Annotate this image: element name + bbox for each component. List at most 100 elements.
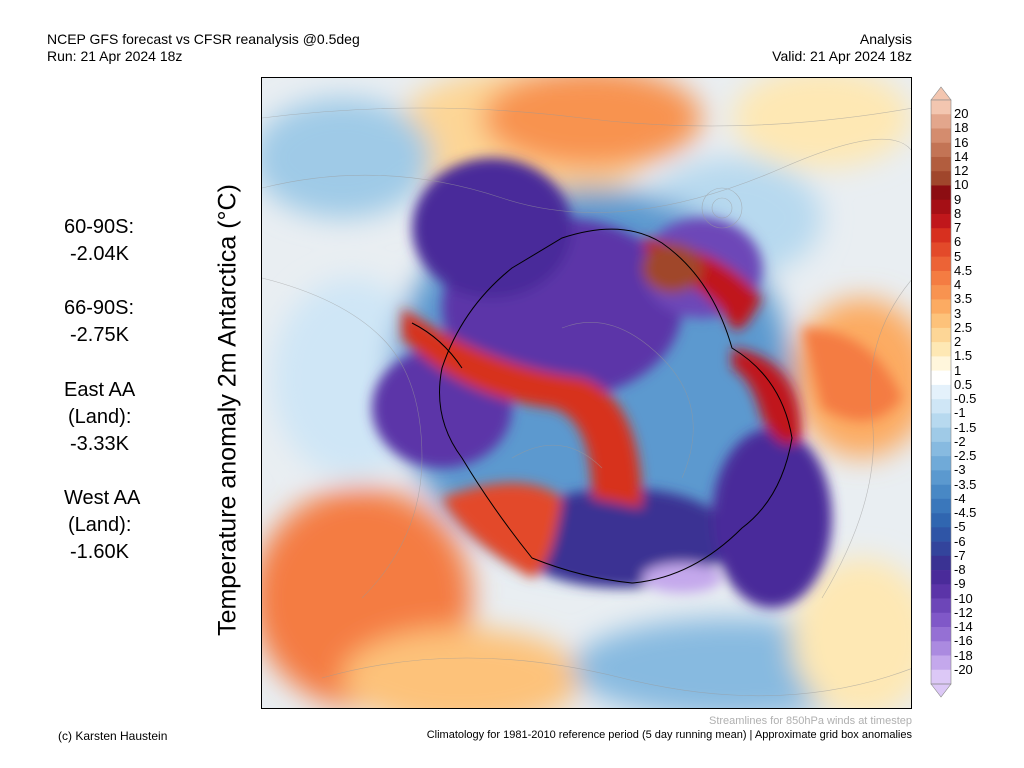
chart-title: NCEP GFS forecast vs CFSR reanalysis @0.… — [47, 31, 360, 65]
colorbar-tick-label: -2.5 — [954, 448, 977, 464]
colorbar-swatch — [931, 100, 951, 115]
stat-66-90s: 66-90S: -2.75K — [64, 295, 134, 349]
colorbar-tick-label: 2.5 — [954, 319, 973, 335]
colorbar-swatch — [931, 413, 951, 428]
colorbar-swatch — [931, 270, 951, 286]
colorbar-tick-label: 0.5 — [954, 376, 973, 392]
colorbar-swatch — [931, 513, 951, 528]
colorbar-swatch — [931, 655, 951, 671]
colorbar-tick-label: 16 — [954, 134, 969, 150]
colorbar-swatch — [931, 242, 951, 257]
colorbar-swatch — [931, 555, 951, 571]
colorbar-swatch — [931, 584, 951, 599]
colorbar-swatch — [931, 456, 951, 471]
anomaly-map — [261, 77, 912, 709]
title-line-2: Run: 21 Apr 2024 18z — [47, 48, 183, 64]
colorbar-tick-label: 18 — [954, 120, 969, 136]
colorbar-tick-label: 20 — [954, 106, 969, 122]
colorbar-tick-label: -1.5 — [954, 419, 977, 435]
colorbar-swatch — [931, 142, 951, 158]
colorbar-swatch — [931, 327, 951, 343]
colorbar-tick-label: 3.5 — [954, 291, 973, 307]
colorbar-tick-label: -5 — [954, 519, 966, 535]
stat-value: -2.75K — [70, 324, 129, 346]
stat-label-2: (Land): — [68, 406, 132, 428]
colorbar-swatch — [931, 570, 951, 585]
colorbar-tick-label: -1 — [954, 405, 966, 421]
stat-label: West AA — [64, 487, 141, 509]
anomaly-map-svg — [262, 78, 911, 708]
colorbar-swatch — [931, 641, 951, 656]
valid-label: Valid: 21 Apr 2024 18z — [772, 48, 912, 64]
colorbar-swatch — [931, 342, 951, 357]
colorbar-tick-label: 5 — [954, 248, 962, 264]
colorbar-swatch — [931, 612, 951, 628]
colorbar-swatch — [931, 313, 951, 329]
colorbar-tick-label: -20 — [954, 661, 973, 677]
stat-label: 60-90S: — [64, 216, 135, 238]
stat-east-aa: East AA (Land): -3.33K — [64, 377, 135, 458]
colorbar-swatch — [931, 185, 951, 201]
colorbar-swatch — [931, 299, 951, 314]
colorbar-tick-label: 7 — [954, 220, 962, 236]
title-line-1: NCEP GFS forecast vs CFSR reanalysis @0.… — [47, 31, 360, 47]
stat-west-aa: West AA (Land): -1.60K — [64, 485, 140, 566]
colorbar-tick-label: 9 — [954, 191, 962, 207]
colorbar-swatch — [931, 256, 951, 272]
colorbar-tick-label: -14 — [954, 619, 973, 635]
colorbar-tick-label: -8 — [954, 562, 966, 578]
colorbar-swatch — [931, 128, 951, 144]
colorbar-tick-label: 1.5 — [954, 348, 973, 364]
colorbar-swatch — [931, 156, 951, 172]
colorbar-tick-label: -12 — [954, 604, 973, 620]
colorbar-tick-label: -10 — [954, 590, 973, 606]
colorbar-tick-label: -4 — [954, 490, 966, 506]
stat-value: -3.33K — [70, 433, 129, 455]
colorbar-swatch — [931, 199, 951, 215]
colorbar-swatch — [931, 498, 951, 514]
colorbar-swatch — [931, 527, 951, 542]
stat-60-90s: 60-90S: -2.04K — [64, 214, 134, 268]
analysis-label: Analysis — [859, 31, 912, 47]
colorbar-tick-label: -7 — [954, 547, 966, 563]
colorbar-tick-label: 6 — [954, 234, 962, 250]
colorbar-tick-label: 14 — [954, 148, 969, 164]
colorbar-swatch — [931, 285, 951, 300]
colorbar-swatch — [931, 484, 951, 500]
colorbar-swatch — [931, 114, 951, 129]
colorbar-swatch — [931, 171, 951, 186]
streamlines — [262, 107, 911, 697]
colorbar-swatch — [931, 384, 951, 400]
colorbar-swatch — [931, 213, 951, 229]
colorbar-tick-label: 4.5 — [954, 262, 973, 278]
colorbar-swatch — [931, 441, 951, 457]
climatology-note: Climatology for 1981-2010 reference peri… — [426, 729, 912, 741]
colorbar-tick-label: -9 — [954, 576, 966, 592]
colorbar-swatch — [931, 356, 951, 371]
colorbar-tick-label: 8 — [954, 205, 962, 221]
colorbar-tick-label: -2 — [954, 433, 966, 449]
colorbar-tick-label: 12 — [954, 163, 969, 179]
colorbar-tick-label: 1 — [954, 362, 962, 378]
colorbar-bottom-arrow — [930, 683, 952, 698]
colorbar-swatch — [931, 228, 951, 243]
y-axis-label: Temperature anomaly 2m Antarctica (°C) — [213, 184, 242, 636]
colorbar-tick-label: 10 — [954, 177, 969, 193]
credit: (c) Karsten Haustein — [58, 729, 168, 743]
colorbar-tick-label: -6 — [954, 533, 966, 549]
colorbar-swatch — [931, 627, 951, 642]
colorbar-tick-label: -16 — [954, 633, 973, 649]
colorbar-tick-label: -3.5 — [954, 476, 977, 492]
colorbar-tick-label: -18 — [954, 647, 973, 663]
colorbar-swatch — [931, 598, 951, 614]
colorbar-tick-label: -3 — [954, 462, 966, 478]
stat-label: 66-90S: — [64, 297, 135, 319]
colorbar-tick-label: 2 — [954, 334, 962, 350]
colorbar-top-arrow — [930, 86, 952, 101]
colorbar-tick-label: -0.5 — [954, 391, 977, 407]
stat-label-2: (Land): — [68, 514, 132, 536]
anomaly-core — [372, 158, 902, 608]
colorbar-swatch — [931, 370, 951, 386]
colorbar-swatch — [931, 470, 951, 485]
stat-value: -2.04K — [70, 243, 129, 265]
